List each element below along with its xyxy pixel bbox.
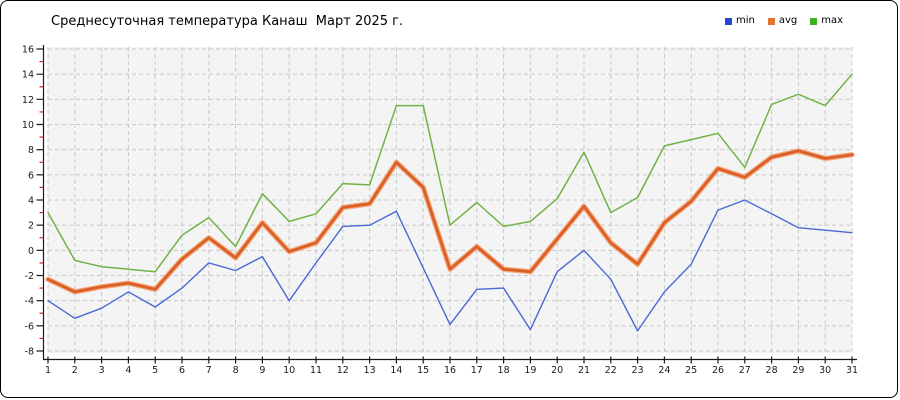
x-tick-label: 31: [846, 365, 858, 376]
x-tick-label: 22: [605, 365, 617, 376]
x-tick-label: 27: [739, 365, 751, 376]
x-tick-label: 28: [766, 365, 778, 376]
legend-square-max-icon: [810, 17, 818, 25]
y-tick-label: 8: [28, 145, 34, 156]
x-tick-label: 11: [310, 365, 322, 376]
x-tick-label: 17: [471, 365, 483, 376]
x-tick-label: 15: [417, 365, 429, 376]
x-tick-label: 8: [233, 365, 239, 376]
y-tick-label: 14: [22, 70, 34, 81]
y-tick-label: 4: [28, 196, 34, 207]
x-tick-label: 25: [685, 365, 697, 376]
x-tick-label: 13: [364, 365, 376, 376]
y-tick-label: 12: [22, 95, 34, 106]
x-tick-label: 14: [390, 365, 402, 376]
y-tick-label: 16: [22, 45, 34, 56]
x-tick-label: 21: [578, 365, 590, 376]
x-tick-label: 16: [444, 365, 456, 376]
y-tick-label: 2: [28, 221, 34, 232]
y-tick-label: -6: [25, 321, 34, 332]
series-line-min: [47, 199, 853, 332]
x-tick-label: 30: [819, 365, 831, 376]
x-tick-label: 23: [632, 365, 644, 376]
x-tick-label: 6: [179, 365, 185, 376]
x-tick-label: 29: [792, 365, 804, 376]
x-tick-label: 9: [259, 365, 265, 376]
series-line-avg: [46, 149, 854, 294]
chart-legend: min avg max: [725, 16, 843, 26]
legend-item-max: max: [810, 16, 843, 26]
y-tick-label: -8: [25, 347, 34, 358]
x-tick-label: 24: [658, 365, 670, 376]
legend-label-min: min: [736, 15, 755, 26]
x-tick-label: 4: [125, 365, 131, 376]
y-tick-label: 0: [28, 246, 34, 257]
x-tick-label: 3: [99, 365, 105, 376]
x-tick-label: 12: [337, 365, 349, 376]
legend-item-min: min: [725, 16, 755, 26]
x-tick-label: 19: [524, 365, 536, 376]
y-tick-label: 6: [28, 170, 34, 181]
legend-square-min-icon: [725, 17, 732, 25]
y-tick-label: -2: [25, 271, 34, 282]
y-tick-label: -4: [25, 296, 34, 307]
x-tick-label: 20: [551, 365, 563, 376]
x-tick-label: 1: [45, 365, 51, 376]
legend-square-avg-icon: [767, 17, 775, 25]
legend-item-avg: avg: [767, 15, 798, 26]
x-tick-label: 26: [712, 365, 724, 376]
legend-label-avg: avg: [778, 15, 798, 26]
series-line-max: [47, 73, 853, 273]
legend-label-max: max: [821, 15, 844, 26]
y-tick-label: 10: [22, 120, 34, 131]
x-tick-label: 7: [206, 365, 212, 376]
x-tick-label: 2: [72, 365, 78, 376]
chart-title: Среднесуточная температура Канаш Март 20…: [51, 14, 404, 29]
x-tick-label: 18: [498, 365, 510, 376]
x-tick-label: 5: [152, 365, 158, 376]
x-tick-label: 10: [283, 365, 295, 376]
